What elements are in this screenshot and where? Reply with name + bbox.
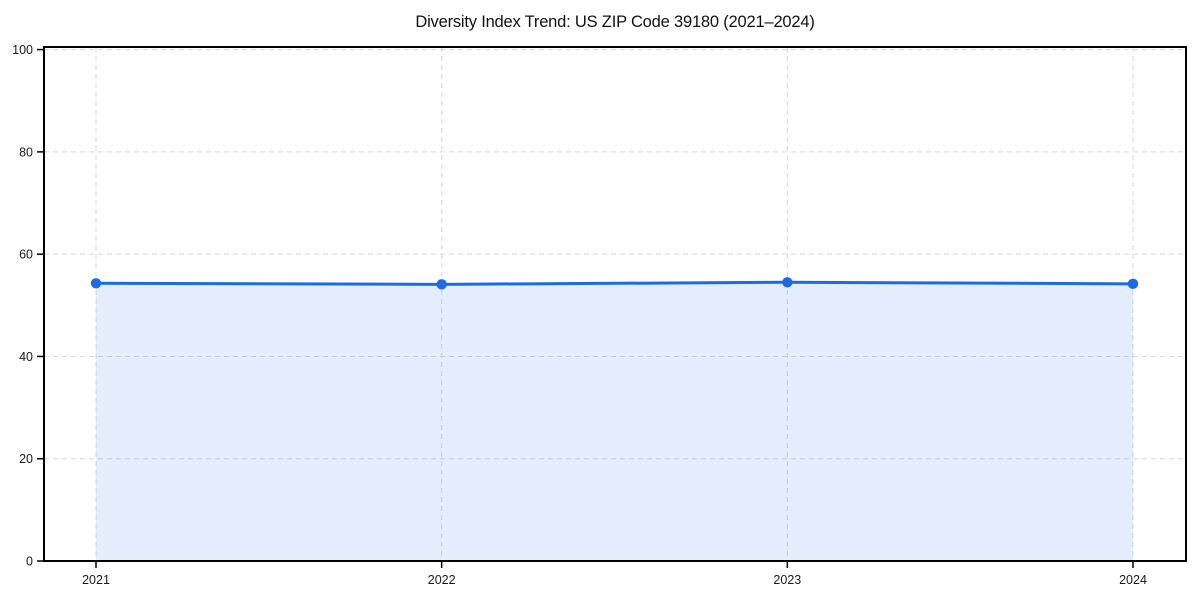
data-point-marker bbox=[436, 279, 447, 290]
area-fill bbox=[96, 282, 1133, 561]
data-point-marker bbox=[782, 277, 793, 288]
y-axis-tick-label: 40 bbox=[19, 350, 33, 364]
y-axis-tick-label: 60 bbox=[19, 248, 33, 262]
data-point-marker bbox=[90, 278, 102, 289]
y-axis-tick-label: 0 bbox=[26, 555, 33, 569]
x-axis-tick-label: 2022 bbox=[428, 573, 456, 587]
y-axis-tick-label: 80 bbox=[19, 145, 33, 159]
data-point-marker bbox=[1127, 278, 1139, 290]
x-axis-tick-label: 2023 bbox=[773, 573, 801, 587]
axes-frame bbox=[43, 46, 1187, 562]
y-axis-tick-label: 100 bbox=[12, 43, 33, 57]
trend-line bbox=[94, 280, 1135, 286]
x-axis-tick-label: 2021 bbox=[82, 573, 110, 587]
x-axis-tick-label: 2024 bbox=[1119, 573, 1147, 587]
chart-title: Diversity Index Trend: US ZIP Code 39180… bbox=[415, 13, 815, 31]
y-axis-tick-label: 20 bbox=[19, 452, 33, 466]
